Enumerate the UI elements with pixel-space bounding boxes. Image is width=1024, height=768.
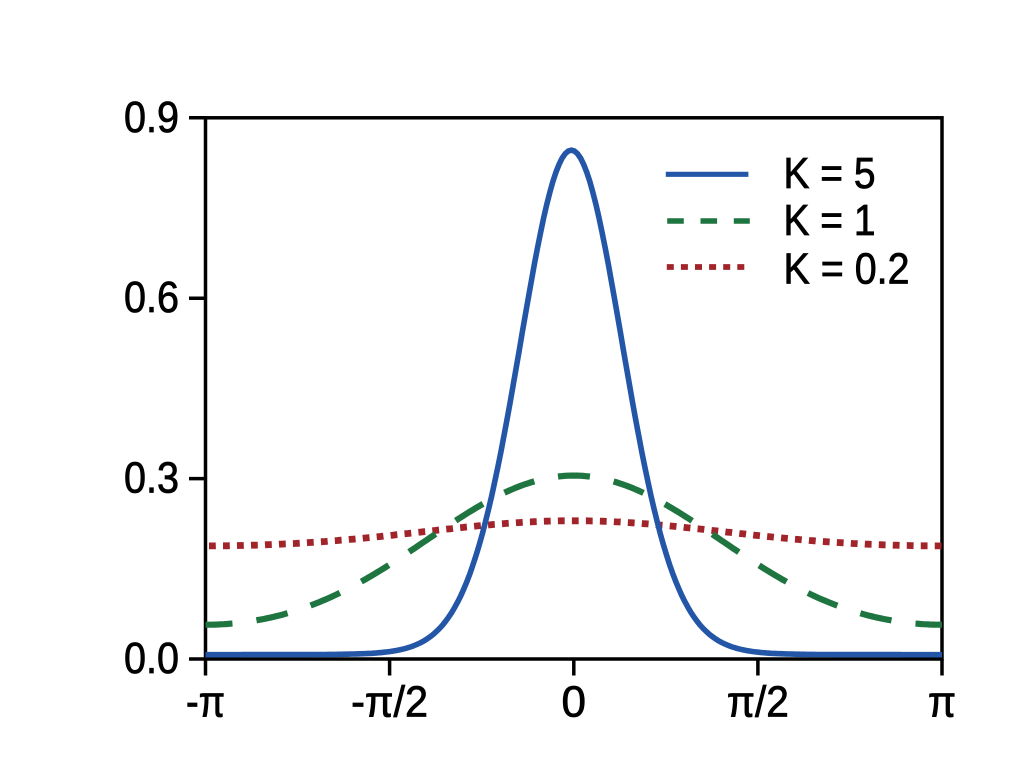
svg-text:0.6: 0.6 — [124, 273, 179, 322]
svg-text:0.3: 0.3 — [124, 454, 179, 503]
svg-text:0.0: 0.0 — [124, 634, 179, 683]
svg-text:K = 5: K = 5 — [784, 149, 876, 198]
svg-text:0: 0 — [562, 678, 586, 727]
svg-text:-π/2: -π/2 — [351, 678, 428, 727]
svg-text:0.9: 0.9 — [124, 93, 179, 142]
svg-text:K = 0.2: K = 0.2 — [784, 245, 910, 294]
svg-text:K = 1: K = 1 — [784, 196, 876, 245]
svg-text:-π: -π — [186, 678, 225, 727]
svg-text:π/2: π/2 — [727, 678, 789, 727]
svg-text:π: π — [928, 678, 956, 727]
